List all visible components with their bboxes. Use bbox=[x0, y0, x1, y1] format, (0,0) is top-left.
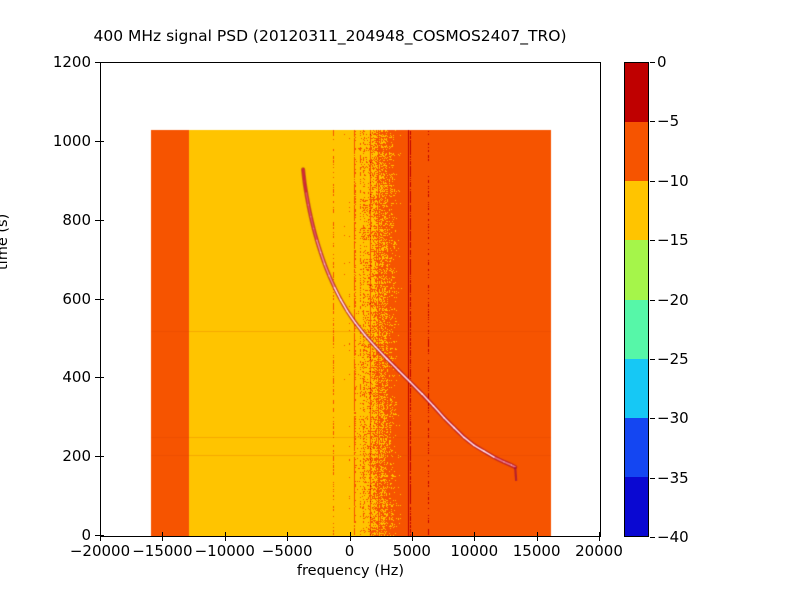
x-tick-mark bbox=[599, 536, 600, 541]
y-tick-mark-inner bbox=[100, 140, 104, 142]
x-tick-mark bbox=[411, 536, 413, 541]
x-tick-label: 0 bbox=[344, 542, 355, 560]
colorbar-tick-mark bbox=[650, 180, 655, 182]
x-tick-label: 10000 bbox=[450, 542, 499, 560]
x-tick-mark bbox=[536, 536, 538, 541]
y-tick-label: 800 bbox=[62, 210, 91, 229]
colorbar-band bbox=[625, 358, 648, 419]
x-tick-mark-inner bbox=[349, 532, 351, 536]
y-tick-label: 200 bbox=[62, 447, 91, 466]
colorbar-tick-label: −30 bbox=[657, 409, 689, 428]
y-tick-mark-inner bbox=[100, 456, 104, 458]
colorbar-band bbox=[625, 181, 648, 241]
x-tick-mark-inner bbox=[224, 532, 226, 536]
x-tick-label: −20000 bbox=[69, 542, 131, 560]
y-tick-mark-inner bbox=[100, 62, 104, 63]
x-tick-mark bbox=[162, 536, 164, 541]
y-tick-mark bbox=[95, 535, 100, 536]
y-tick-mark-inner bbox=[100, 535, 104, 536]
colorbar-band bbox=[625, 63, 648, 123]
y-tick-mark bbox=[95, 140, 100, 142]
colorbar-tick-mark bbox=[650, 418, 655, 420]
x-tick-label: −10000 bbox=[194, 542, 255, 560]
spectrogram-image bbox=[101, 63, 600, 536]
y-tick-label: 1000 bbox=[52, 131, 91, 150]
colorbar-tick-mark bbox=[650, 62, 655, 63]
x-tick-mark-inner bbox=[287, 532, 289, 536]
colorbar-tick-mark bbox=[650, 240, 655, 242]
colorbar-tick-label: −35 bbox=[657, 468, 689, 487]
colorbar-tick-mark bbox=[650, 358, 655, 360]
x-tick-mark-inner bbox=[599, 532, 600, 536]
colorbar-band bbox=[625, 122, 648, 182]
y-tick-label: 1200 bbox=[52, 53, 91, 71]
page-title: 400 MHz signal PSD (20120311_204948_COSM… bbox=[93, 27, 567, 45]
colorbar-band bbox=[625, 299, 648, 360]
colorbar-band bbox=[625, 476, 648, 536]
x-tick-mark-inner bbox=[474, 532, 476, 536]
y-tick-mark bbox=[95, 298, 100, 300]
x-tick-mark bbox=[287, 536, 289, 541]
x-tick-mark-inner bbox=[100, 532, 101, 536]
x-tick-mark bbox=[474, 536, 476, 541]
y-tick-label: 400 bbox=[62, 368, 91, 387]
y-axis-label: time (s) bbox=[0, 213, 11, 270]
y-tick-label: 0 bbox=[81, 526, 91, 544]
x-tick-mark bbox=[349, 536, 351, 541]
colorbar bbox=[624, 62, 649, 537]
y-tick-label: 600 bbox=[62, 289, 91, 308]
x-tick-mark-inner bbox=[411, 532, 413, 536]
x-tick-mark bbox=[224, 536, 226, 541]
x-tick-label: 15000 bbox=[512, 542, 561, 560]
colorbar-band bbox=[625, 417, 648, 478]
colorbar-tick-label: 0 bbox=[657, 53, 667, 71]
colorbar-band bbox=[625, 240, 648, 301]
x-tick-label: 20000 bbox=[575, 542, 623, 560]
colorbar-tick-label: −5 bbox=[657, 112, 680, 131]
x-axis-label: frequency (Hz) bbox=[296, 563, 405, 579]
y-tick-mark-inner bbox=[100, 377, 104, 379]
y-tick-mark bbox=[95, 62, 100, 63]
colorbar-tick-mark bbox=[650, 537, 655, 538]
colorbar-tick-mark bbox=[650, 121, 655, 123]
colorbar-tick-mark bbox=[650, 477, 655, 479]
x-tick-label: 5000 bbox=[392, 542, 431, 560]
y-tick-mark bbox=[95, 456, 100, 458]
colorbar-tick-mark bbox=[650, 299, 655, 301]
colorbar-tick-label: −10 bbox=[657, 171, 689, 190]
y-tick-mark-inner bbox=[100, 298, 104, 300]
y-tick-mark bbox=[95, 219, 100, 221]
y-tick-mark-inner bbox=[100, 219, 104, 221]
colorbar-tick-label: −25 bbox=[657, 349, 689, 368]
colorbar-tick-label: −20 bbox=[657, 290, 689, 309]
x-tick-mark bbox=[100, 536, 101, 541]
x-tick-mark-inner bbox=[162, 532, 164, 536]
colorbar-tick-label: −40 bbox=[657, 528, 689, 546]
x-tick-label: −5000 bbox=[261, 542, 313, 560]
spectrogram-axes bbox=[100, 62, 601, 537]
y-tick-mark bbox=[95, 377, 100, 379]
colorbar-tick-label: −15 bbox=[657, 231, 689, 250]
x-tick-mark-inner bbox=[536, 532, 538, 536]
x-tick-label: −15000 bbox=[132, 542, 193, 560]
